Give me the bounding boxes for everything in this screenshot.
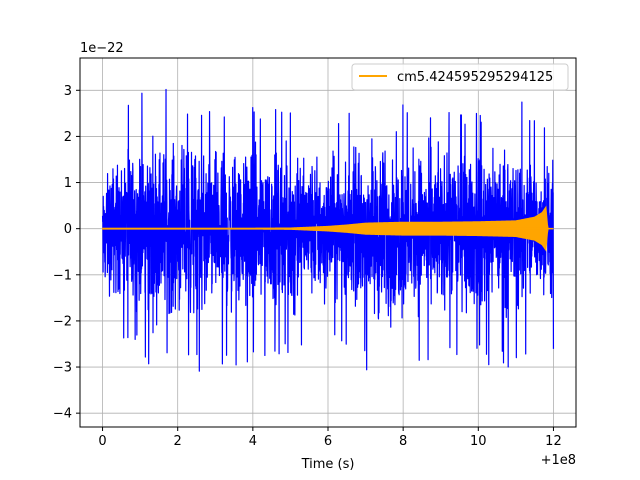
noise-series-line <box>101 88 555 372</box>
y-tick-label: 3 <box>64 84 72 99</box>
y-tick-label: 1 <box>64 176 72 191</box>
y-tick-label: −4 <box>53 407 72 422</box>
y-tick-label: −2 <box>53 314 72 329</box>
x-tick-label: 8 <box>399 434 407 449</box>
data-layer <box>101 88 555 372</box>
x-tick-label: 10 <box>470 434 487 449</box>
x-tick-label: 12 <box>545 434 562 449</box>
x-tick-label: 0 <box>98 434 106 449</box>
legend-frame <box>351 63 569 91</box>
legend-label: cm5.424595295294125 <box>397 70 553 85</box>
y-tick-label: −3 <box>53 361 72 376</box>
x-axis-label: Time (s) <box>301 457 355 472</box>
y-tick-label: 0 <box>64 222 72 237</box>
y-scale-label: 1e−22 <box>80 41 124 56</box>
x-tick-label: 4 <box>249 434 257 449</box>
y-tick-label: −1 <box>53 268 72 283</box>
y-tick-label: 2 <box>64 130 72 145</box>
x-tick-label: 6 <box>324 434 332 449</box>
legend: cm5.424595295294125 <box>351 63 569 91</box>
x-offset-label: +1e8 <box>541 453 576 468</box>
x-tick-label: 2 <box>174 434 182 449</box>
